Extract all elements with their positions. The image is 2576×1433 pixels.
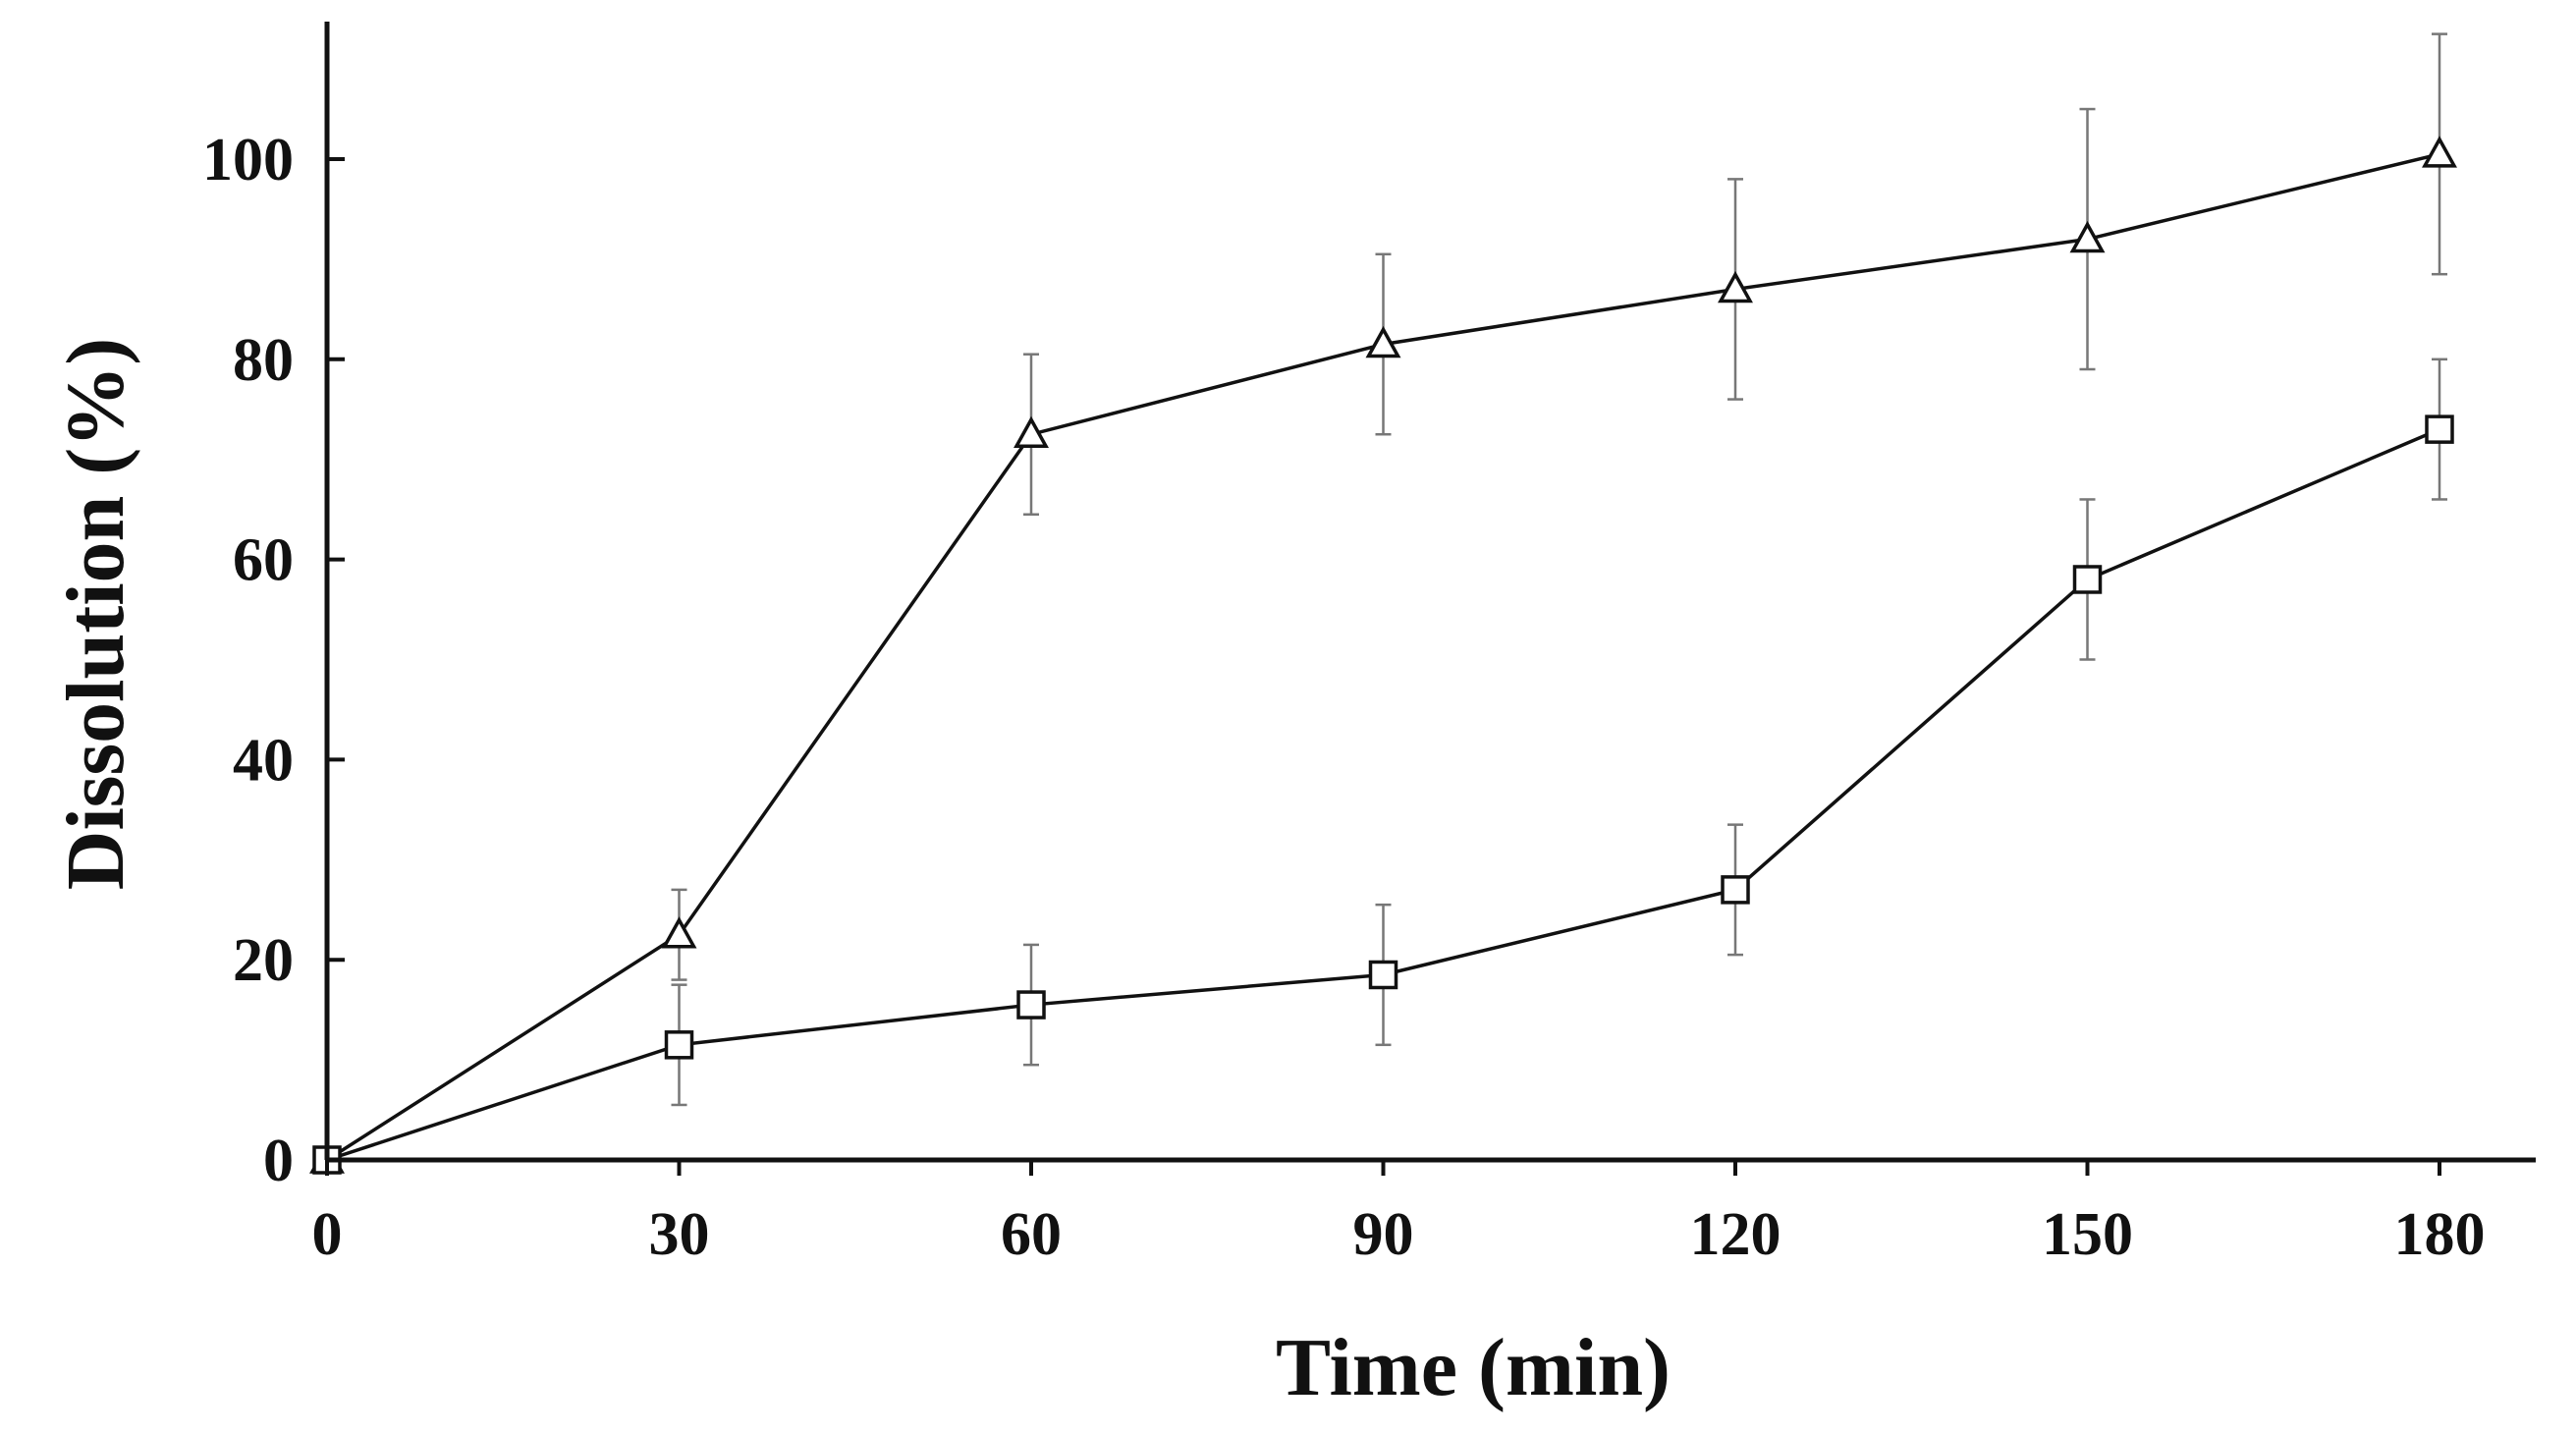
y-tick-label: 100	[202, 127, 294, 193]
data-point-triangle	[1014, 415, 1049, 448]
x-tick-label: 0	[312, 1201, 343, 1268]
plot-area	[309, 32, 2457, 1175]
data-point-triangle	[1718, 270, 1753, 303]
x-tick-label: 150	[2042, 1201, 2133, 1268]
y-tick-label: 60	[233, 527, 294, 594]
y-tick-label: 80	[233, 327, 294, 394]
data-point-square	[1721, 875, 1750, 905]
series-line	[326, 427, 2440, 1162]
data-point-triangle	[661, 916, 697, 949]
y-tick-label: 40	[233, 727, 294, 794]
data-point-square	[2072, 565, 2103, 594]
x-tick-label: 90	[1353, 1201, 1414, 1268]
data-point-triangle	[2422, 136, 2457, 168]
data-point-square	[1368, 960, 1398, 990]
data-point-square	[1016, 990, 1046, 1020]
x-tick-label: 120	[1690, 1201, 1781, 1268]
series-triangle	[309, 32, 2457, 1174]
y-axis-ticks: 0 20 40 60 80 100	[202, 127, 345, 1194]
data-point-square	[664, 1030, 694, 1060]
series-square	[312, 358, 2454, 1175]
data-point-triangle	[1365, 325, 1401, 358]
y-axis-title: Dissolution (%)	[50, 338, 141, 890]
data-point-triangle	[2069, 220, 2106, 253]
x-tick-label: 180	[2394, 1201, 2486, 1268]
data-point-square	[2425, 414, 2454, 444]
x-axis-ticks: 0 30 60 90 120 150 180	[312, 1160, 2486, 1268]
x-tick-label: 60	[1001, 1201, 1062, 1268]
x-tick-label: 30	[649, 1201, 710, 1268]
y-tick-label: 20	[233, 927, 294, 994]
y-tick-label: 0	[263, 1128, 294, 1194]
x-axis-title: Time (min)	[1276, 1322, 1671, 1413]
